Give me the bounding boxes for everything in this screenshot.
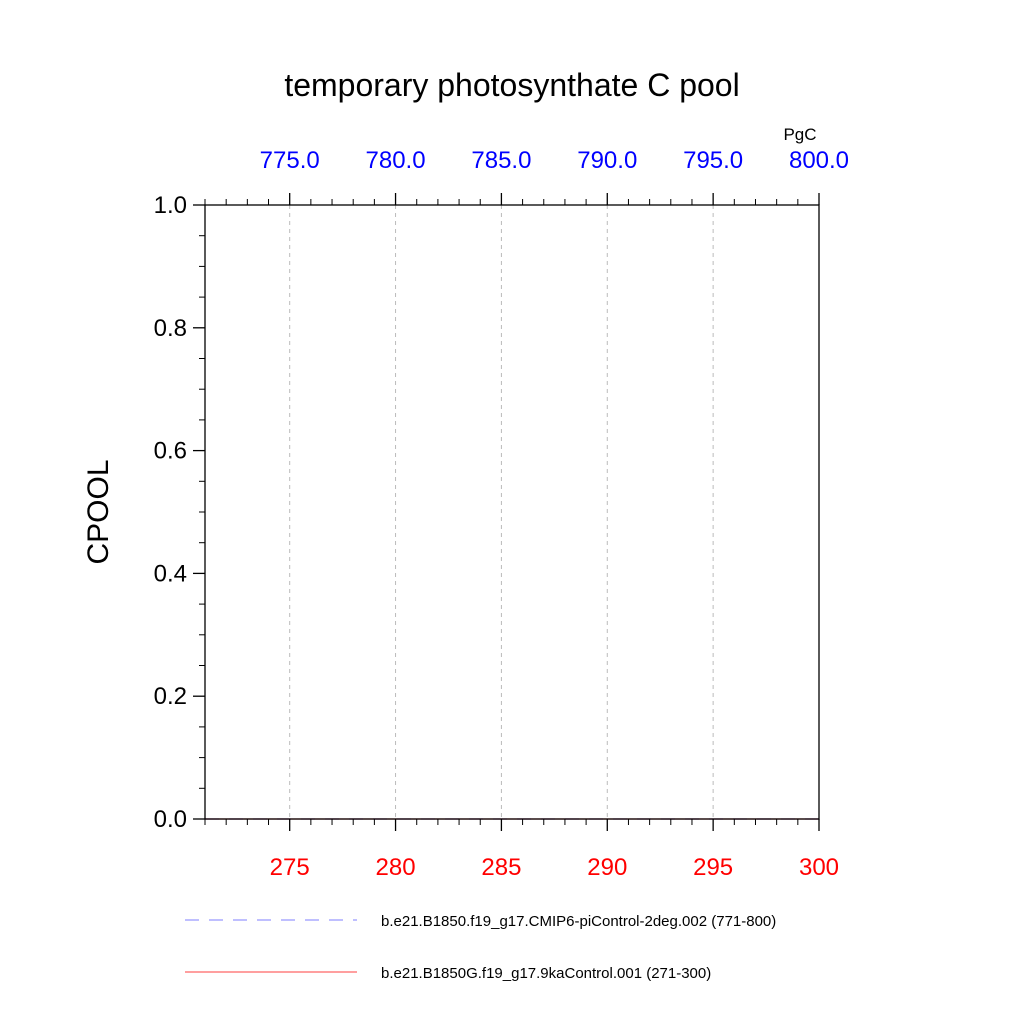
top-axis-units: PgC	[783, 125, 816, 144]
x-bottom-tick-label: 280	[376, 854, 416, 881]
x-top-tick-label: 795.0	[683, 147, 743, 174]
chart-title: temporary photosynthate C pool	[284, 67, 739, 103]
x-bottom-tick-label: 275	[270, 854, 310, 881]
grid-layer	[289, 205, 714, 819]
legend-label-2: b.e21.B1850G.f19_g17.9kaControl.001 (271…	[381, 965, 711, 982]
y-tick-label: 0.2	[154, 683, 187, 710]
tick-layer	[193, 193, 820, 831]
y-tick-label: 0.8	[154, 315, 187, 342]
x-bottom-tick-label: 285	[481, 854, 521, 881]
x-bottom-tick-label: 295	[693, 854, 733, 881]
x-top-tick-label: 790.0	[577, 147, 637, 174]
x-top-tick-label: 780.0	[366, 147, 426, 174]
x-bottom-tick-label: 300	[799, 854, 839, 881]
label-layer: 275 280 285 290 295 300 775.0 780.0 785.0 790.0 79…	[154, 147, 849, 881]
y-axis-label: CPOOL	[82, 459, 115, 564]
legend: b.e21.B1850.f19_g17.CMIP6-piControl-2deg…	[185, 913, 776, 982]
plot-frame	[204, 204, 820, 820]
x-top-tick-label: 775.0	[260, 147, 320, 174]
x-bottom-tick-label: 290	[587, 854, 627, 881]
legend-label-1: b.e21.B1850.f19_g17.CMIP6-piControl-2deg…	[381, 913, 776, 930]
y-tick-label: 1.0	[154, 192, 187, 219]
x-top-tick-label: 785.0	[471, 147, 531, 174]
y-tick-label: 0.0	[154, 806, 187, 833]
y-tick-label: 0.4	[154, 560, 187, 587]
y-tick-label: 0.6	[154, 438, 187, 465]
x-top-tick-label: 800.0	[789, 147, 849, 174]
